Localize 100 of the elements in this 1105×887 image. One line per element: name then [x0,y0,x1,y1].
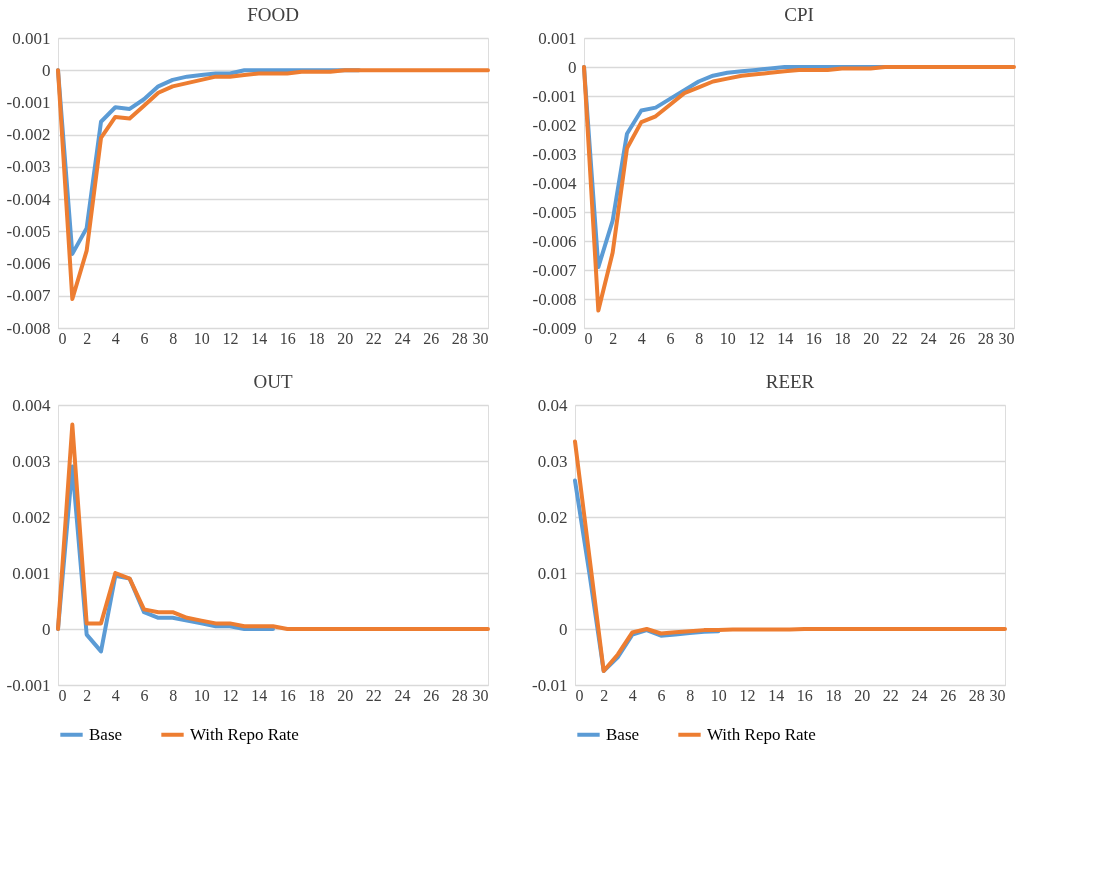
y-tick-label: -0.008 [6,318,51,338]
x-tick-label: 16 [796,686,813,704]
x-tick-label: 0 [58,686,67,704]
x-tick-label: 2 [83,329,92,347]
x-tick-label: 12 [222,329,239,347]
y-tick-label: 0 [568,57,577,77]
x-tick-label: 6 [140,686,149,704]
legend-label: With Repo Rate [190,724,299,744]
x-tick-label: 20 [337,329,354,347]
x-tick-label: 20 [863,329,880,347]
chart-title: OUT [253,371,293,392]
y-tick-label: -0.002 [532,115,577,135]
y-tick-label: 0.001 [12,28,51,48]
x-tick-label: 26 [949,329,966,347]
y-tick-label: -0.001 [532,86,577,106]
y-tick-label: -0.001 [6,675,51,695]
y-tick-label: -0.007 [532,260,577,280]
x-tick-label: 18 [834,329,851,347]
x-tick-label: 26 [423,686,440,704]
x-tick-label: 18 [308,329,325,347]
x-tick-label: 12 [739,686,756,704]
y-tick-label: -0.007 [6,286,51,306]
y-tick-label: 0 [559,619,568,639]
y-tick-label: -0.01 [532,675,568,695]
x-tick-label: 24 [920,329,937,347]
x-tick-label: 8 [169,329,178,347]
y-tick-label: 0 [42,60,51,80]
x-tick-label: 0 [58,329,67,347]
x-tick-label: 10 [193,686,210,704]
x-tick-label: 10 [719,329,736,347]
x-tick-label: 14 [251,329,268,347]
x-tick-label: 4 [111,329,120,347]
x-tick-label: 22 [365,686,382,704]
y-tick-label: -0.002 [6,125,51,145]
x-tick-label: 30 [472,329,489,347]
x-tick-label: 28 [451,329,468,347]
x-tick-label: 18 [825,686,842,704]
x-tick-label: 22 [891,329,908,347]
line-series [582,65,1016,313]
x-tick-label: 12 [748,329,765,347]
x-tick-label: 30 [998,329,1015,347]
y-tick-label: 0.02 [537,507,568,527]
x-tick-label: 2 [600,686,609,704]
y-tick-label: -0.006 [6,254,51,274]
x-tick-label: 28 [451,686,468,704]
legend-label: Base [606,724,640,744]
y-tick-label: -0.004 [532,173,577,193]
chart-title: FOOD [247,4,299,25]
y-tick-label: -0.006 [532,231,577,251]
line-series [56,68,490,301]
x-tick-label: 20 [337,686,354,704]
x-tick-label: 10 [193,329,210,347]
y-tick-label: 0.04 [537,395,568,415]
x-tick-label: 22 [365,329,382,347]
x-tick-label: 28 [977,329,994,347]
x-tick-label: 16 [279,329,296,347]
y-tick-label: 0.002 [12,507,51,527]
x-tick-label: 6 [657,686,666,704]
x-tick-label: 24 [394,686,411,704]
x-tick-label: 30 [989,686,1006,704]
y-tick-label: -0.005 [532,202,577,222]
chart-title: CPI [784,4,814,25]
x-tick-label: 14 [251,686,268,704]
x-tick-label: 6 [666,329,675,347]
y-tick-label: -0.003 [6,157,51,177]
y-tick-label: 0 [42,619,51,639]
y-tick-label: 0.001 [12,563,51,583]
x-tick-label: 8 [686,686,695,704]
x-tick-label: 16 [279,686,296,704]
y-tick-label: -0.003 [532,144,577,164]
y-tick-label: -0.001 [6,92,51,112]
legend-label: With Repo Rate [707,724,816,744]
x-tick-label: 14 [768,686,785,704]
y-tick-label: -0.009 [532,318,577,338]
chart-title: REER [765,371,815,392]
x-tick-label: 18 [308,686,325,704]
x-tick-label: 22 [882,686,899,704]
y-tick-label: -0.004 [6,189,51,209]
x-tick-label: 12 [222,686,239,704]
y-tick-label: 0.003 [12,451,51,471]
x-tick-label: 16 [805,329,822,347]
x-tick-label: 2 [83,686,92,704]
line-series [573,439,1007,673]
x-tick-label: 20 [854,686,871,704]
y-tick-label: -0.008 [532,289,577,309]
x-tick-label: 8 [169,686,178,704]
x-tick-label: 28 [968,686,985,704]
x-tick-label: 26 [940,686,957,704]
y-tick-label: -0.005 [6,221,51,241]
y-tick-label: 0.01 [537,563,568,583]
x-tick-label: 30 [472,686,489,704]
line-series [56,422,490,631]
x-tick-label: 14 [777,329,794,347]
x-tick-label: 6 [140,329,149,347]
legend-label: Base [89,724,123,744]
y-tick-label: 0.03 [537,451,568,471]
x-tick-label: 2 [609,329,618,347]
y-tick-label: 0.001 [538,28,577,48]
x-tick-label: 0 [584,329,593,347]
x-tick-label: 10 [710,686,727,704]
